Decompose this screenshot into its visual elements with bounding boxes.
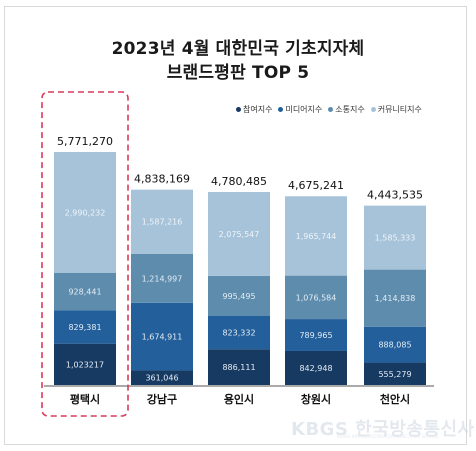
bar-segment bbox=[364, 205, 426, 270]
legend-swatch bbox=[278, 106, 284, 112]
bar-total-label: 4,675,241 bbox=[288, 179, 344, 192]
legend-swatch bbox=[370, 106, 376, 112]
segment-value-label: 1,214,997 bbox=[142, 274, 183, 283]
category-label: 용인시 bbox=[224, 392, 254, 406]
bar-segment bbox=[54, 310, 116, 344]
segment-value-label: 1,587,216 bbox=[142, 218, 183, 227]
legend-item: 소통지수 bbox=[328, 104, 365, 115]
bar-segment bbox=[54, 343, 116, 385]
segment-value-label: 2,990,232 bbox=[65, 208, 106, 217]
bar-segment bbox=[208, 192, 270, 276]
segment-value-label: 842,948 bbox=[299, 364, 332, 373]
segment-value-label: 1,585,333 bbox=[375, 234, 416, 243]
segment-value-label: 829,381 bbox=[68, 323, 101, 332]
legend-label: 미디어지수 bbox=[285, 104, 323, 114]
bar-segment bbox=[54, 151, 116, 273]
segment-value-label: 886,111 bbox=[222, 363, 255, 372]
watermark-logo: KBGS 한국방송통신사 KOREA BROADCASTING COMMUNIC… bbox=[287, 412, 474, 442]
bar-total-label: 4,838,169 bbox=[134, 173, 190, 186]
bar-segment bbox=[285, 319, 347, 351]
bar-total-label: 5,771,270 bbox=[57, 135, 113, 148]
legend: 참여지수 미디어지수 소통지수 커뮤니티지수 bbox=[236, 103, 456, 115]
watermark-text: KBGS 한국방송통신사 bbox=[291, 419, 475, 440]
category-label: 천안시 bbox=[380, 392, 410, 406]
chart-title-line1: 2023년 4월 대한민국 기초지자체 bbox=[111, 39, 365, 59]
segment-value-label: 555,279 bbox=[378, 370, 411, 379]
bar-segment bbox=[131, 253, 193, 303]
segment-value-label: 995,495 bbox=[222, 292, 255, 301]
bar-segment bbox=[131, 189, 193, 254]
category-label: 창원시 bbox=[301, 392, 331, 406]
watermark-subtext: KOREA BROADCASTING COMMUNICATION SERVICE bbox=[337, 434, 439, 439]
legend-label: 커뮤니티지수 bbox=[377, 104, 422, 114]
bar-segment bbox=[364, 269, 426, 327]
bar-segment bbox=[208, 275, 270, 316]
segment-value-label: 361,046 bbox=[145, 374, 178, 383]
bar-segment bbox=[285, 196, 347, 276]
bar-segment bbox=[364, 362, 426, 385]
segment-value-label: 2,075,547 bbox=[219, 230, 260, 239]
segment-value-label: 888,085 bbox=[378, 341, 411, 350]
legend-label: 참여지수 bbox=[243, 104, 273, 114]
legend-item: 커뮤니티지수 bbox=[370, 104, 422, 115]
bar-total-label: 4,780,485 bbox=[211, 175, 267, 188]
chart-title-line2: 브랜드평판 TOP 5 bbox=[166, 63, 310, 83]
category-label: 강남구 bbox=[147, 392, 177, 406]
category-label: 평택시 bbox=[70, 392, 100, 406]
bar-segment bbox=[131, 370, 193, 385]
legend-item: 미디어지수 bbox=[278, 104, 322, 115]
legend-item: 참여지수 bbox=[236, 104, 272, 115]
segment-value-label: 928,441 bbox=[68, 287, 101, 296]
segment-value-label: 823,332 bbox=[222, 329, 255, 338]
segment-value-label: 1,965,744 bbox=[296, 232, 337, 241]
bar-total-label: 4,443,535 bbox=[367, 189, 423, 202]
segment-value-label: 1,674,911 bbox=[142, 333, 183, 342]
segment-value-label: 1,076,584 bbox=[296, 293, 337, 302]
segment-value-label: 1,023217 bbox=[66, 360, 104, 369]
bar-segment bbox=[285, 275, 347, 320]
bar-segment bbox=[54, 272, 116, 311]
bar-segment bbox=[131, 302, 193, 371]
legend-label: 소통지수 bbox=[335, 104, 365, 114]
bar-segment bbox=[364, 326, 426, 363]
bar-segment bbox=[208, 349, 270, 385]
bar-segment bbox=[208, 315, 270, 350]
segment-value-label: 1,414,838 bbox=[375, 294, 416, 303]
legend-swatch bbox=[328, 106, 334, 112]
segment-value-label: 789,965 bbox=[299, 331, 332, 340]
legend-swatch bbox=[236, 106, 241, 112]
highlight-dashed-box bbox=[41, 91, 129, 417]
bar-segment bbox=[285, 350, 347, 385]
